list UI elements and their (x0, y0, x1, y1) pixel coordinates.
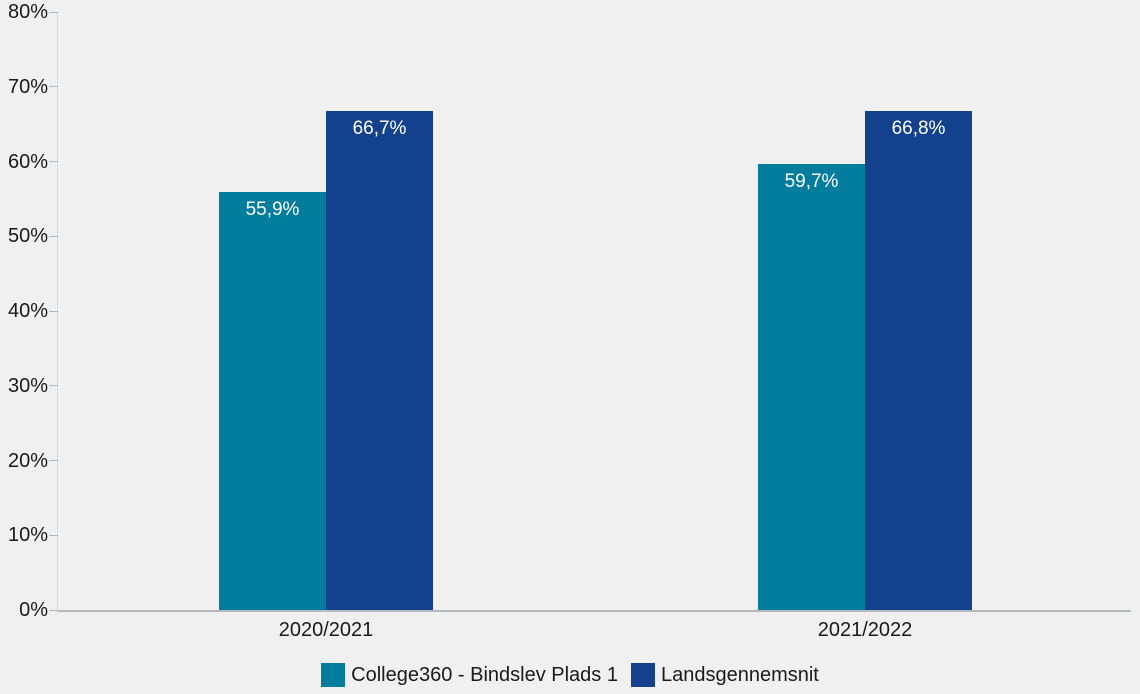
y-axis-tick (49, 310, 58, 312)
legend-swatch-icon (321, 663, 346, 687)
y-axis-tick (49, 385, 58, 387)
bar-college360[interactable]: 59,7% (758, 163, 865, 610)
y-axis-tick (49, 86, 58, 88)
y-axis-tick-label: 70% (7, 75, 48, 98)
y-axis-tick-label: 60% (7, 150, 48, 173)
bar-landsgennemsnit[interactable]: 66,7% (326, 111, 433, 610)
bar-value-label: 66,7% (352, 118, 407, 140)
bar-college360[interactable]: 55,9% (219, 192, 326, 610)
y-axis-tick (49, 11, 58, 13)
legend-label: Landsgennemsnit (660, 663, 819, 686)
legend-entry-landsgennemsnit[interactable]: Landsgennemsnit (630, 663, 819, 687)
bar-value-label: 66,8% (891, 117, 946, 139)
y-axis-tick-label: 50% (7, 225, 48, 248)
legend-label: College360 - Bindslev Plads 1 (351, 663, 618, 686)
y-axis-tick-label: 80% (7, 1, 48, 23)
bar-landsgennemsnit[interactable]: 66,8% (865, 110, 972, 610)
y-axis-tick-label: 0% (19, 599, 48, 621)
bar-group: 59,7% 66,8% 2021/2022 (758, 110, 972, 641)
y-axis-tick-label: 20% (7, 449, 48, 472)
plot-area: 0% 10% 20% 30% 40% 50% 60% 70% 80% 55,9% 66,7% 2020… (8, 2, 1131, 641)
legend: College360 - Bindslev Plads 1 Landsgennem… (0, 663, 1140, 687)
y-axis-tick (49, 235, 58, 237)
y-axis-tick (49, 460, 58, 461)
x-axis-category-label: 2021/2022 (817, 619, 913, 641)
bar-value-label: 59,7% (784, 170, 839, 192)
y-axis-tick-label: 30% (7, 374, 48, 397)
legend-entry-college360[interactable]: College360 - Bindslev Plads 1 (321, 663, 618, 687)
y-axis-tick (49, 534, 58, 536)
bar-value-label: 55,9% (245, 199, 300, 221)
y-axis-tick-label: 40% (7, 300, 48, 322)
y-axis-tick (49, 161, 58, 162)
y-axis-tick-label: 10% (7, 524, 48, 547)
y-axis-tick (49, 609, 58, 611)
legend-swatch-icon (630, 663, 655, 687)
x-axis-category-label: 2020/2021 (278, 619, 374, 641)
bar-group: 55,9% 66,7% 2020/2021 (219, 111, 433, 641)
